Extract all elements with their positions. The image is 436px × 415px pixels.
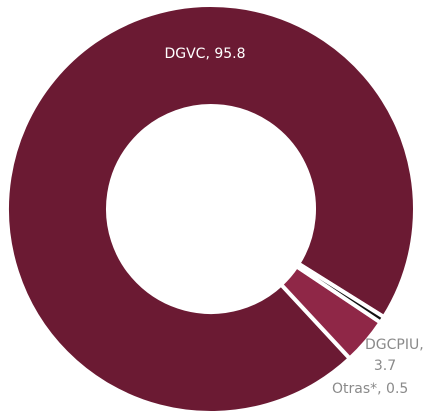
donut-slice-otras	[293, 260, 387, 326]
donut-slice-dgvc	[5, 3, 417, 415]
donut-slices	[5, 3, 417, 415]
slice-label-dgcpiu-name: DGCPIU,	[365, 337, 424, 353]
slice-label-dgcpiu-value: 3.7	[374, 358, 396, 374]
slice-label-otras: Otras*, 0.5	[332, 381, 408, 397]
slice-label-dgvc: DGVC, 95.8	[164, 46, 245, 62]
